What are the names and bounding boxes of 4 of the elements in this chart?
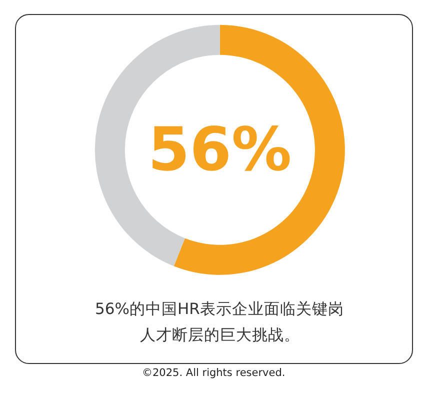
text: 56% bbox=[148, 115, 292, 185]
text: 人才断层的巨大挑战。 bbox=[140, 326, 300, 344]
text: ©2025. All rights reserved. bbox=[142, 367, 286, 379]
text: 56%的中国HR表示企业面临关键岗 bbox=[95, 300, 344, 318]
